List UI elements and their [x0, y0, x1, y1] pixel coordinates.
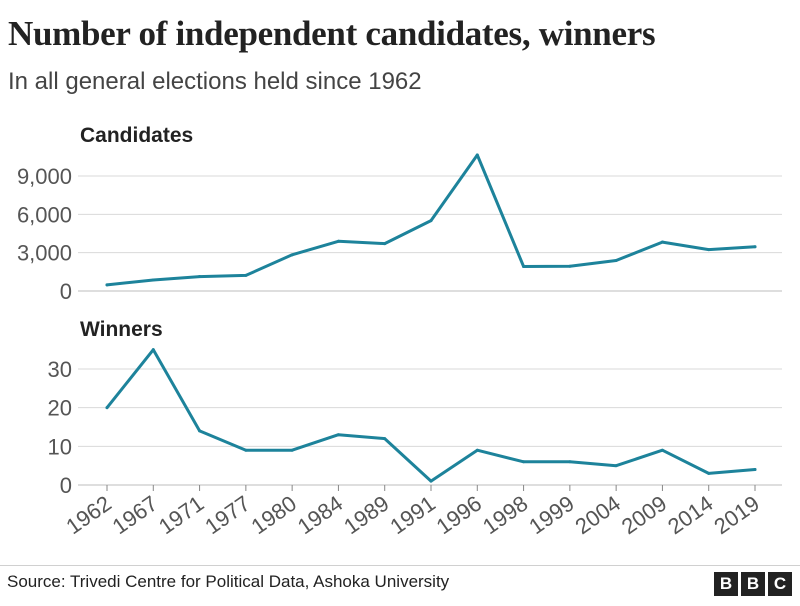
- data-point: [151, 278, 155, 282]
- x-tick-label: 1980: [247, 491, 301, 540]
- data-point: [336, 239, 340, 243]
- y-tick-label: 20: [48, 396, 72, 421]
- data-point: [429, 479, 433, 483]
- data-point: [244, 448, 248, 452]
- data-point: [429, 219, 433, 223]
- bbc-logo: B B C: [714, 572, 792, 596]
- data-point: [660, 240, 664, 244]
- footer-divider: [0, 565, 800, 566]
- data-point: [151, 348, 155, 352]
- data-point: [383, 242, 387, 246]
- data-point: [660, 448, 664, 452]
- chart-area: Candidates 0 3,000 6,000 9,000 Winners 0 10 20 30…: [17, 124, 782, 540]
- data-point: [475, 153, 479, 157]
- source-note: Source: Trivedi Centre for Political Dat…: [7, 572, 450, 591]
- data-point: [614, 464, 618, 468]
- data-point: [244, 273, 248, 277]
- panel-title: Winners: [80, 318, 163, 341]
- data-point: [475, 448, 479, 452]
- panel-title: Candidates: [80, 124, 193, 147]
- data-point: [568, 460, 572, 464]
- x-tick-label: 2004: [571, 491, 625, 540]
- data-point: [290, 448, 294, 452]
- bbc-logo-letter: B: [714, 572, 738, 596]
- x-tick-label: 1999: [524, 491, 578, 540]
- y-tick-label: 9,000: [17, 164, 72, 189]
- data-point: [522, 460, 526, 464]
- data-point: [198, 275, 202, 279]
- bbc-logo-letter: B: [741, 572, 765, 596]
- data-point: [383, 437, 387, 441]
- y-tick-label: 6,000: [17, 202, 72, 227]
- y-tick-label: 10: [48, 434, 72, 459]
- data-point: [290, 253, 294, 257]
- data-point: [568, 264, 572, 268]
- data-point: [522, 264, 526, 268]
- x-tick-label: 1991: [385, 491, 439, 540]
- chart-subtitle: In all general elections held since 1962: [8, 68, 422, 95]
- y-tick-label: 0: [60, 473, 72, 498]
- x-tick-label: 1989: [339, 491, 393, 540]
- y-tick-label: 0: [60, 279, 72, 304]
- data-point: [707, 248, 711, 252]
- data-point: [707, 471, 711, 475]
- x-tick-label: 1996: [432, 491, 486, 540]
- y-tick-label: 3,000: [17, 241, 72, 266]
- data-point: [336, 433, 340, 437]
- data-point: [198, 429, 202, 433]
- bbc-logo-letter: C: [768, 572, 792, 596]
- data-point: [614, 258, 618, 262]
- x-tick-label: 1967: [108, 491, 162, 540]
- chart-title: Number of independent candidates, winner…: [8, 14, 656, 53]
- x-tick-label: 1971: [154, 491, 208, 540]
- data-point: [105, 283, 109, 287]
- x-tick-label: 2009: [617, 491, 671, 540]
- x-tick-label: 1977: [200, 491, 254, 540]
- x-tick-label: 1998: [478, 491, 532, 540]
- data-point: [753, 468, 757, 472]
- data-point: [753, 245, 757, 249]
- y-tick-label: 30: [48, 357, 72, 382]
- data-point: [105, 406, 109, 410]
- x-tick-label: 2019: [709, 491, 763, 540]
- x-tick-label: 2014: [663, 491, 717, 540]
- x-tick-label: 1984: [293, 491, 347, 540]
